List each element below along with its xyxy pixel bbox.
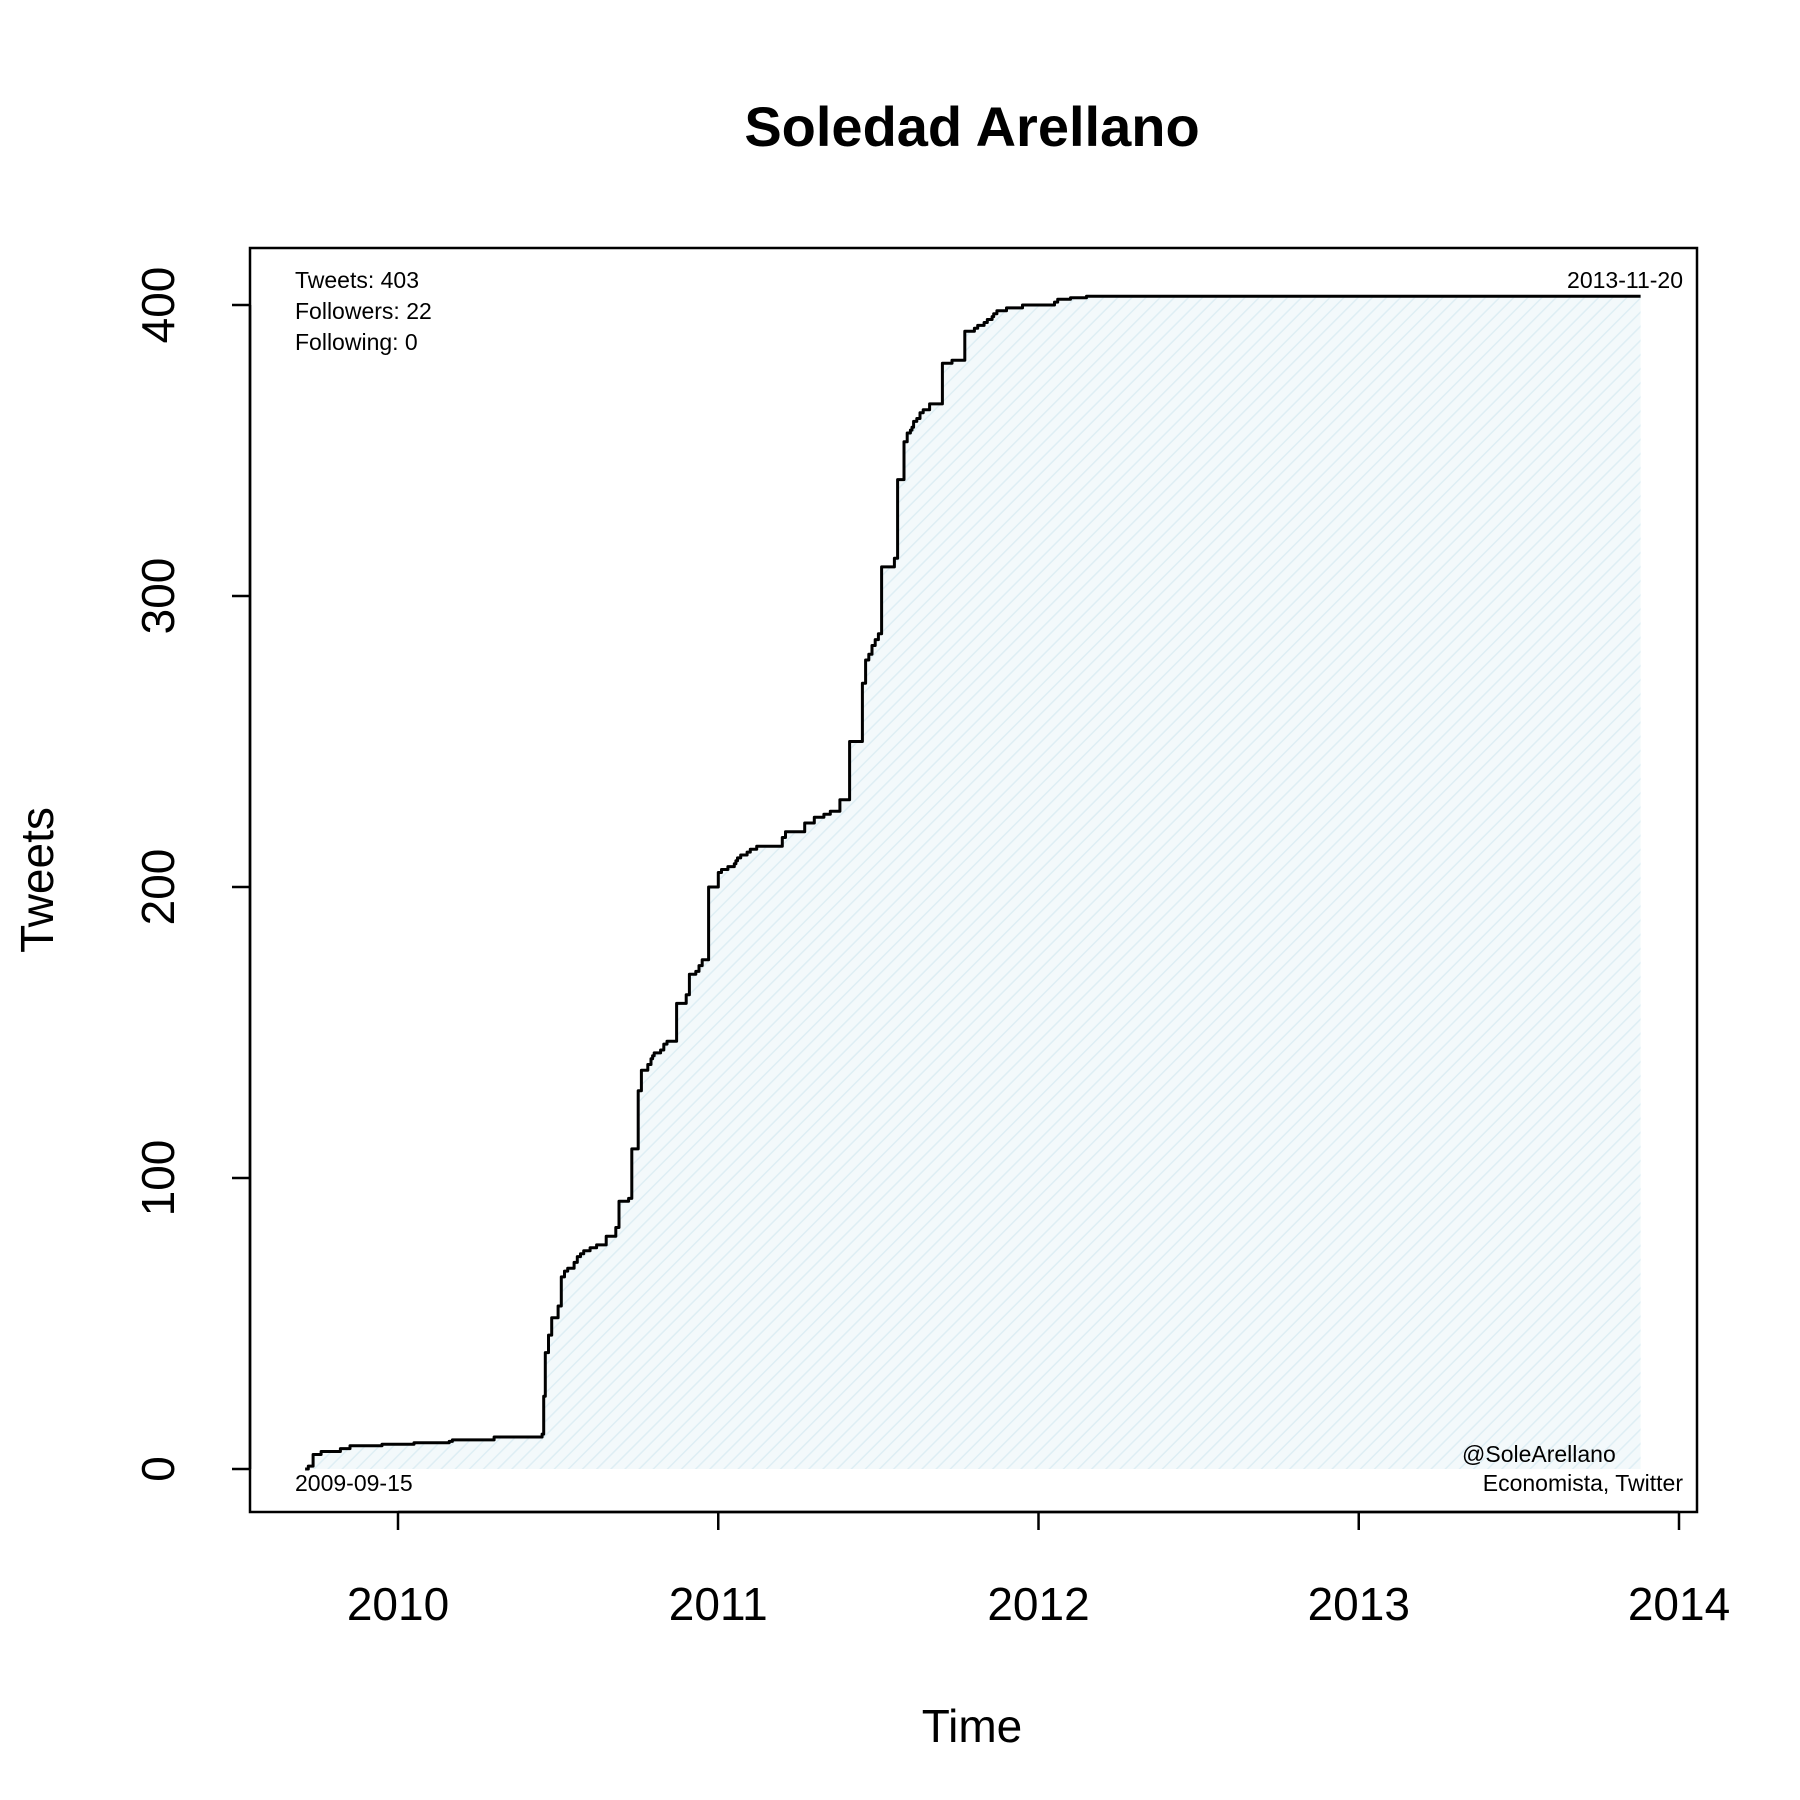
x-axis: 2010 2011 2012 2013 2014 [347,1510,1730,1630]
x-tick-label-2013: 2013 [1308,1578,1410,1630]
stat-followers: Followers: 22 [295,298,432,324]
stats-block: Tweets: 403 Followers: 22 Following: 0 [295,267,432,355]
y-tick-label-200: 200 [132,849,184,926]
series-line-layer [305,294,1641,1471]
handle-label: @SoleArellano [1462,1441,1616,1467]
stat-tweets: Tweets: 403 [295,267,419,293]
area-fill-layer [305,296,1641,1469]
y-tick-label-300: 300 [132,558,184,635]
start-date-label: 2009-09-15 [295,1470,413,1496]
y-tick-label-400: 400 [132,267,184,344]
y-tick-label-0: 0 [132,1456,184,1482]
x-tick-label-2014: 2014 [1628,1578,1730,1630]
stat-following: Following: 0 [295,329,418,355]
x-tick-label-2012: 2012 [987,1578,1089,1630]
tweets-area [305,296,1641,1469]
y-axis-label: Tweets [11,807,63,953]
y-tick-label-100: 100 [132,1140,184,1217]
end-date-label: 2013-11-20 [1567,267,1683,293]
y-axis: 0 100 200 300 400 [132,267,252,1482]
description-label: Economista, Twitter [1483,1470,1684,1496]
tweets-series-line [305,294,1641,1471]
chart-title: Soledad Arellano [744,95,1199,158]
x-tick-label-2011: 2011 [669,1578,768,1630]
x-tick-label-2010: 2010 [347,1578,449,1630]
x-axis-label: Time [922,1700,1023,1752]
